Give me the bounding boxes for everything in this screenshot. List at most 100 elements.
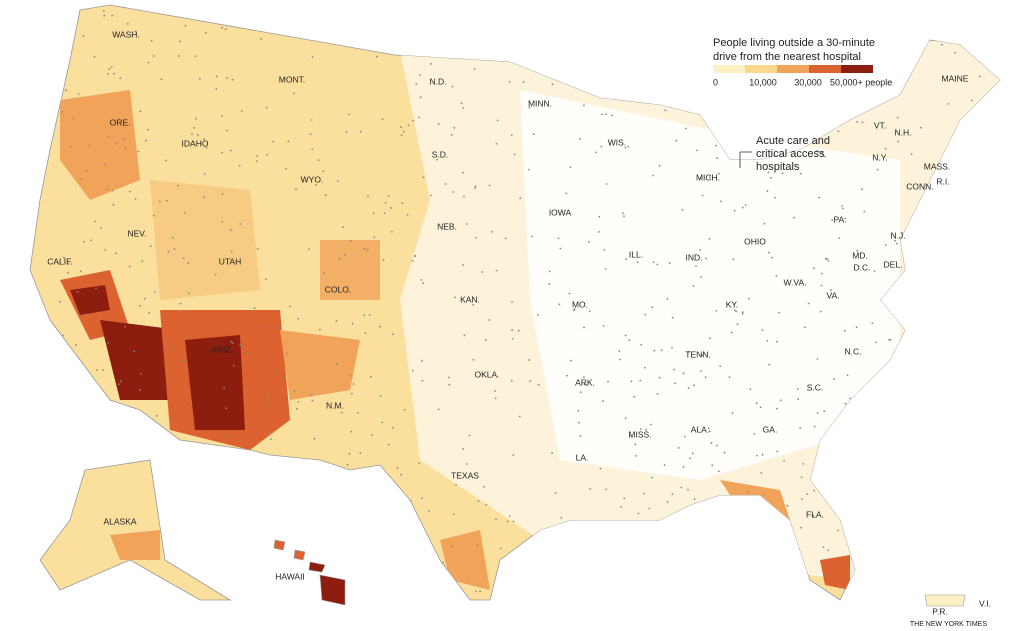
hospital-dot: [813, 489, 815, 492]
state-label: GA.: [763, 424, 778, 434]
hospital-dot: [751, 562, 753, 565]
hospital-dot: [230, 149, 232, 152]
hospital-dot: [102, 10, 105, 12]
hospital-dot: [400, 126, 402, 129]
hospital-dot: [400, 473, 402, 476]
hospital-dot: [93, 55, 96, 58]
hospital-dot: [699, 177, 702, 180]
hospital-dot: [867, 105, 869, 107]
hospital-dot: [134, 198, 137, 200]
hospital-dot: [806, 493, 809, 495]
hospital-dot: [576, 11, 579, 13]
hospital-dot: [296, 508, 299, 511]
hospital-dot: [541, 556, 544, 559]
hospital-dot: [35, 33, 37, 36]
hospital-dot: [452, 513, 455, 516]
hospital-dot: [716, 444, 718, 447]
hospital-dot: [204, 32, 207, 34]
hospital-dot: [887, 534, 889, 537]
hospital-dot: [415, 83, 418, 85]
hospital-dot: [256, 554, 259, 557]
hospital-dot: [620, 505, 623, 508]
hospital-dot: [504, 237, 507, 240]
hospital-dot: [179, 302, 182, 305]
hospital-dot: [800, 526, 802, 529]
hospital-dot: [108, 67, 111, 70]
hospital-dot: [873, 554, 875, 557]
hospital-dot: [700, 276, 703, 278]
hospital-dot: [873, 423, 876, 425]
hospital-dot: [394, 522, 396, 524]
hospital-dot: [886, 24, 888, 27]
hospital-dot: [291, 33, 293, 36]
hospital-dot: [622, 212, 624, 215]
hospital-dot: [128, 265, 131, 268]
hospital-dot: [774, 196, 776, 199]
hospital-dot: [349, 374, 352, 377]
hospital-dot: [848, 592, 851, 594]
hospital-dot: [345, 131, 348, 134]
hospital-dot: [658, 164, 661, 167]
hospital-dot: [761, 453, 764, 456]
hospital-dot: [427, 590, 430, 593]
hospital-dot: [256, 154, 258, 157]
state-label: LA.: [576, 452, 589, 462]
hospital-dot: [392, 426, 394, 429]
hospital-dot: [326, 25, 329, 28]
hospital-dot: [974, 589, 976, 592]
hospital-dot: [61, 111, 64, 113]
hospital-dot: [928, 356, 931, 359]
hospital-dot: [569, 166, 572, 169]
hospital-dot: [176, 492, 178, 495]
hospital-dot: [906, 413, 909, 416]
hospital-dot: [30, 299, 32, 302]
hospital-dot: [510, 134, 513, 137]
hospital-dot: [605, 183, 608, 185]
hospital-dot: [816, 150, 818, 152]
hospital-dot: [226, 77, 229, 79]
hospital-dot: [623, 497, 626, 500]
hospital-dot: [126, 22, 129, 25]
hospital-dot: [845, 412, 847, 415]
hospital-dot: [875, 341, 877, 344]
hospital-dot: [616, 567, 618, 569]
hospital-dot: [287, 584, 290, 587]
hospital-dot: [285, 167, 287, 170]
hospital-dot: [315, 184, 317, 186]
state-label: NEV.: [127, 228, 146, 238]
hospital-dot: [993, 258, 995, 261]
hospital-dot: [465, 223, 468, 225]
hospital-dot: [633, 395, 636, 398]
hospital-dot: [599, 536, 601, 538]
hospital-dot: [736, 527, 739, 529]
hospital-dot: [344, 254, 346, 256]
hospital-dot: [240, 110, 243, 112]
state-label: UTAH: [219, 256, 242, 266]
hospital-dot: [831, 219, 834, 222]
hospital-dot: [821, 151, 824, 154]
hospital-dot: [150, 39, 153, 42]
hospital-dot: [565, 192, 568, 195]
hospital-dot: [651, 476, 653, 479]
hospital-dot: [776, 340, 778, 343]
hospital-dot: [511, 301, 513, 303]
hospital-dot: [786, 504, 789, 507]
hospital-dot: [783, 459, 785, 462]
hospital-dot: [94, 220, 97, 223]
hospital-dot: [960, 542, 962, 544]
hospital-dot: [611, 114, 613, 117]
hospital-dot: [954, 51, 956, 54]
hospital-dot: [670, 69, 672, 72]
hospital-dot: [953, 519, 956, 522]
legend-tick: 10,000: [749, 77, 777, 87]
hospital-dot: [311, 399, 314, 402]
hospital-dot: [579, 434, 582, 437]
hospital-dot: [701, 194, 704, 197]
hospital-dot: [348, 452, 351, 455]
hospital-dot: [376, 583, 379, 586]
hospital-dot: [179, 40, 182, 43]
state-label: ILL.: [629, 249, 643, 259]
hospital-dot: [841, 207, 844, 210]
hospital-dot: [392, 333, 394, 336]
hospital-dot: [483, 485, 485, 488]
